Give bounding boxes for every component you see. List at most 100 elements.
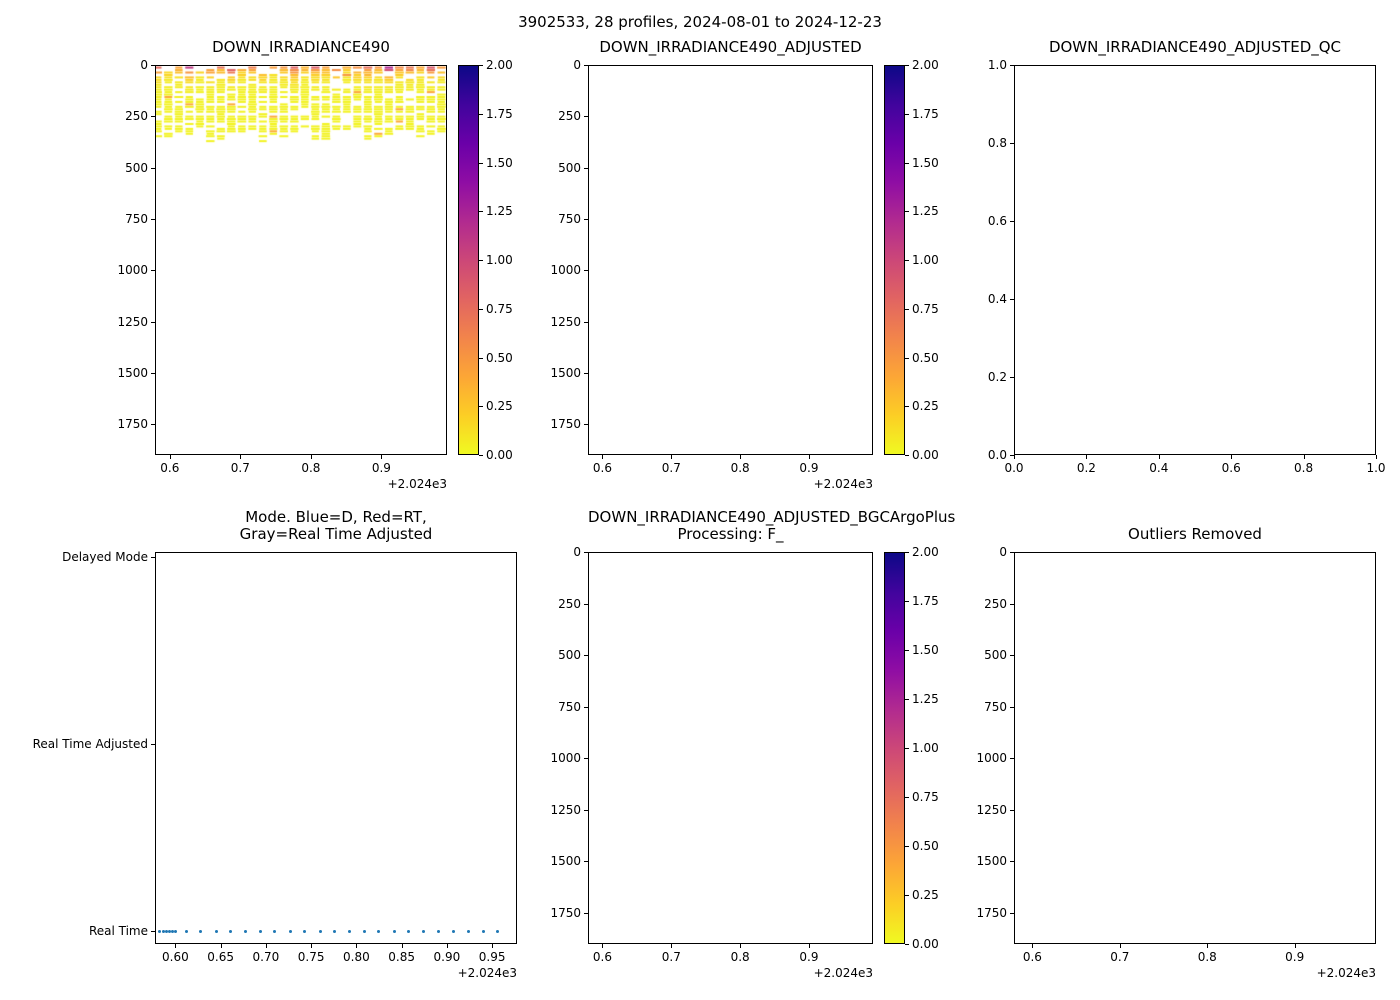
data-point-real-time xyxy=(481,929,485,933)
x-axis-offset-label: +2.024e3 xyxy=(1316,966,1376,980)
y-tick-label: 0.6 xyxy=(987,214,1007,228)
y-tick-label: 0.8 xyxy=(987,136,1007,150)
y-tick-label: 750 xyxy=(984,699,1007,714)
colorbar-tick-label: 0.00 xyxy=(486,448,513,462)
heatmap-data xyxy=(156,66,446,454)
y-tick-label: 1500 xyxy=(550,854,581,869)
y-tick-mark xyxy=(1010,861,1014,863)
colorbar-tick-mark xyxy=(905,797,909,798)
subplot-title: DOWN_IRRADIANCE490 xyxy=(155,39,447,56)
data-point-real-time xyxy=(174,929,178,933)
colorbar-tick-mark xyxy=(479,211,483,213)
y-tick-label: 0 xyxy=(573,545,581,559)
colorbar-tick-mark xyxy=(905,455,909,456)
x-tick-mark xyxy=(311,944,313,948)
y-tick-mark xyxy=(151,321,155,323)
x-tick-mark xyxy=(240,455,242,459)
y-tick-mark xyxy=(1010,552,1014,553)
colorbar-tick-label: 1.00 xyxy=(486,253,513,267)
x-tick-mark xyxy=(602,944,604,948)
data-point-real-time xyxy=(184,929,188,933)
y-tick-mark xyxy=(1010,758,1014,760)
colorbar-tick-label: 0.75 xyxy=(486,301,513,316)
colorbar-tick-mark xyxy=(905,211,909,213)
y-tick-mark xyxy=(151,556,155,558)
x-tick-mark xyxy=(401,944,403,948)
y-tick-label: 250 xyxy=(984,596,1007,611)
x-tick-mark xyxy=(220,944,222,948)
y-tick-mark xyxy=(1010,65,1014,66)
x-tick-mark xyxy=(1303,455,1305,459)
x-axis-offset-label: +2.024e3 xyxy=(813,477,873,491)
x-tick-mark xyxy=(1207,944,1209,948)
data-point-real-time xyxy=(199,929,203,933)
y-tick-label: 250 xyxy=(558,109,581,124)
x-tick-mark xyxy=(356,944,358,948)
colorbar xyxy=(884,552,905,944)
colorbar-tick-mark xyxy=(905,748,909,749)
colorbar-tick-label: 0.50 xyxy=(912,350,939,365)
y-tick-mark xyxy=(584,116,588,118)
colorbar xyxy=(884,65,905,455)
y-tick-mark xyxy=(1010,913,1014,915)
y-tick-label: 500 xyxy=(558,648,581,663)
y-tick-mark xyxy=(584,552,588,553)
x-tick-label: 0.6 xyxy=(592,461,612,475)
colorbar-tick-mark xyxy=(905,846,909,847)
colorbar-tick-label: 2.00 xyxy=(912,58,939,72)
y-tick-mark xyxy=(584,424,588,426)
subplot-title-line: Mode. Blue=D, Red=RT, xyxy=(245,508,427,526)
y-tick-label: 1750 xyxy=(550,417,581,432)
x-tick-mark xyxy=(602,455,604,459)
colorbar-tick-mark xyxy=(479,113,483,115)
colorbar-tick-label: 2.00 xyxy=(912,545,939,559)
x-tick-label: 0.95 xyxy=(478,950,506,964)
axes xyxy=(155,552,517,944)
x-tick-mark xyxy=(1119,944,1121,948)
x-tick-label: 0.9 xyxy=(799,950,819,964)
colorbar-tick-mark xyxy=(479,162,483,164)
y-tick-mark xyxy=(151,744,155,746)
colorbar-tick-mark xyxy=(479,308,483,310)
data-point-real-time xyxy=(288,929,292,933)
y-tick-mark xyxy=(584,809,588,811)
y-tick-mark xyxy=(1010,455,1014,456)
colorbar-tick-label: 1.75 xyxy=(912,594,939,608)
data-point-real-time xyxy=(467,929,471,933)
y-tick-mark xyxy=(151,270,155,272)
colorbar-tick-label: 0.25 xyxy=(912,399,939,414)
y-tick-label: 250 xyxy=(125,109,148,124)
data-point-real-time xyxy=(214,929,218,933)
y-tick-mark xyxy=(151,218,155,220)
y-tick-label: 0.4 xyxy=(987,292,1007,306)
y-tick-label: 1750 xyxy=(976,906,1007,921)
y-tick-mark xyxy=(151,65,155,66)
subplot-title-line: Gray=Real Time Adjusted xyxy=(239,525,433,543)
colorbar-tick-label: 1.75 xyxy=(486,106,513,121)
data-point-real-time xyxy=(377,929,381,933)
x-axis-offset-label: +2.024e3 xyxy=(457,966,517,980)
y-tick-label: 750 xyxy=(125,211,148,226)
colorbar-tick-mark xyxy=(905,357,909,359)
x-tick-mark xyxy=(1086,455,1088,459)
x-tick-label: 0.6 xyxy=(160,461,180,475)
y-tick-label: 1.0 xyxy=(987,58,1007,72)
axes xyxy=(1014,65,1376,455)
y-tick-mark xyxy=(151,167,155,169)
colorbar-tick-label: 1.25 xyxy=(912,692,939,706)
colorbar-tick-mark xyxy=(905,406,909,408)
x-tick-mark xyxy=(671,455,673,459)
data-point-real-time xyxy=(167,929,171,933)
x-axis-offset-label: +2.024e3 xyxy=(813,966,873,980)
x-tick-label: 0.8 xyxy=(1294,461,1314,475)
y-tick-mark xyxy=(584,270,588,272)
data-point-real-time xyxy=(258,929,262,933)
x-tick-label: 0.4 xyxy=(1149,461,1169,475)
y-tick-label: 1500 xyxy=(976,854,1007,869)
y-tick-label: 0 xyxy=(140,58,148,72)
y-tick-mark xyxy=(1010,603,1014,605)
data-point-real-time xyxy=(392,929,396,933)
